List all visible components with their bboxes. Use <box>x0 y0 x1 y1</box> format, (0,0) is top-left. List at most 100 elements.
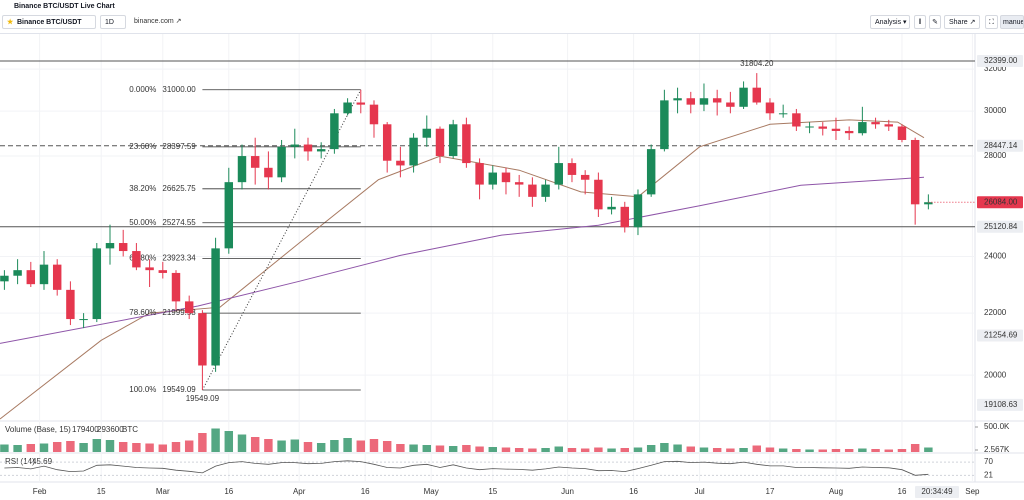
time-box <box>915 486 959 498</box>
volume-bar <box>118 442 128 452</box>
volume-bar <box>105 440 115 452</box>
volume-bar <box>422 445 432 452</box>
symbol-button[interactable]: ★ Binance BTC/USDT <box>2 15 96 29</box>
volume-bar <box>369 439 379 452</box>
candle-body <box>475 163 484 185</box>
candle-body <box>488 172 498 185</box>
low-label: 19549.09 <box>186 394 220 403</box>
candle-body <box>514 182 524 185</box>
x-tick-label: Aug <box>829 487 843 496</box>
volume-bar <box>673 444 682 452</box>
volume-tick-label: 2.567K <box>984 445 1010 454</box>
candle-body <box>726 102 735 107</box>
volume-bar <box>224 431 234 452</box>
candle-body <box>277 146 286 178</box>
candle-body <box>765 102 775 114</box>
volume-bar <box>158 444 168 452</box>
volume-bar <box>264 439 273 452</box>
candle-body <box>356 102 366 105</box>
volume-bar <box>330 440 339 452</box>
volume-bar <box>554 446 564 452</box>
share-button[interactable]: Share ↗ <box>944 15 980 29</box>
volume-bar <box>792 449 801 452</box>
draw-button[interactable]: ✎ <box>929 15 941 29</box>
candle-body <box>580 174 590 180</box>
x-tick-label: 16 <box>224 487 233 496</box>
candle-body <box>924 202 933 205</box>
interval-button[interactable]: 1D <box>100 15 126 29</box>
volume-bar <box>541 448 550 452</box>
fullscreen-button[interactable]: ⛶ <box>985 15 998 29</box>
volume-bar <box>831 449 841 452</box>
y-tick-label: 24000 <box>984 252 1007 261</box>
fib-price: 26625.75 <box>162 184 196 193</box>
fib-price: 31000.00 <box>162 85 196 94</box>
candle-body <box>211 248 220 366</box>
price-level-box <box>977 220 1023 233</box>
x-tick-label: 15 <box>97 487 106 496</box>
volume-bar <box>752 445 761 452</box>
volume-bar <box>607 448 616 452</box>
candle-body <box>264 167 273 178</box>
y-tick-label: 30000 <box>984 106 1007 115</box>
volume-bar <box>488 447 498 452</box>
user-button[interactable]: manue <box>1000 15 1024 29</box>
volume-reading: 293600 <box>97 425 124 434</box>
source-link[interactable]: binance.com ↗ <box>134 18 182 25</box>
x-tick-label: Feb <box>33 487 47 496</box>
volume-bar <box>699 447 709 452</box>
volume-bar <box>396 444 405 452</box>
candle-body <box>858 122 867 134</box>
last-price-label: 26084.00 <box>984 197 1018 206</box>
volume-bar <box>145 443 154 452</box>
candle-body <box>844 130 854 134</box>
candle-body <box>884 124 893 127</box>
volume-bar <box>818 449 827 452</box>
volume-bar <box>844 449 854 452</box>
volume-bar <box>250 437 260 452</box>
candle-body <box>422 128 432 138</box>
user: manue <box>1003 19 1024 26</box>
rsi-tick-label: 21 <box>984 470 993 479</box>
candle-body <box>462 124 471 164</box>
volume-bar <box>633 447 643 452</box>
volume-bar <box>858 448 867 452</box>
candle-body <box>567 163 577 175</box>
volume-bar <box>343 438 352 452</box>
volume-bar <box>303 442 313 452</box>
volume-bar <box>910 444 920 452</box>
volume-bar <box>712 448 722 452</box>
volume-bar <box>501 447 511 452</box>
x-tick-label: Mar <box>156 487 170 496</box>
analysis-button[interactable]: Analysis ▾ <box>870 15 910 29</box>
price-level-label: 28447.14 <box>984 141 1018 150</box>
volume-bar <box>52 442 62 452</box>
candle-body <box>594 179 603 210</box>
fib-price: 19549.09 <box>162 385 196 394</box>
fib-price: 21999.58 <box>162 308 196 317</box>
candle-body <box>132 251 141 268</box>
fib-ratio: 50.00% <box>129 218 156 227</box>
candle-body <box>528 184 537 197</box>
volume-bar <box>567 448 577 452</box>
volume-bar <box>39 443 49 452</box>
volume-bar <box>171 442 181 452</box>
indicator-button[interactable]: ‖ <box>914 15 926 29</box>
volume-tick-label: 500.0K <box>984 422 1010 431</box>
candle-body <box>343 102 352 114</box>
source: binance.com <box>134 18 174 25</box>
candle-body <box>607 206 616 210</box>
interval: 1D <box>105 19 114 26</box>
candle-body <box>79 319 88 321</box>
candle-body <box>171 272 181 302</box>
candle-body <box>409 137 418 166</box>
price-level-box <box>977 329 1023 342</box>
candle-body <box>897 126 907 140</box>
volume-bar <box>211 428 220 452</box>
fib-ratio: 78.60% <box>129 308 156 317</box>
volume-bar <box>26 444 36 452</box>
volume-bar <box>475 446 484 452</box>
volume-bar <box>356 440 366 452</box>
candle-body <box>554 163 564 185</box>
volume-bar <box>13 445 22 452</box>
